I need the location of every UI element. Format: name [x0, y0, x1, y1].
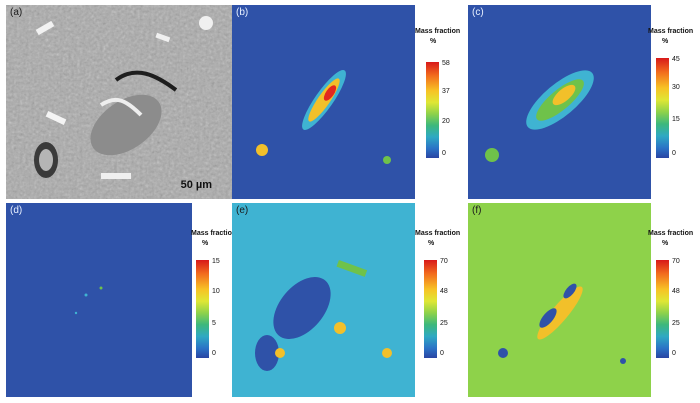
legend-d-tick: 15 [212, 258, 220, 265]
legend-c-tick: 15 [672, 116, 680, 123]
legend-b-tick: 0 [442, 150, 446, 157]
legend-f: Mass fraction % 70 48 25 0 [648, 230, 700, 370]
legend-d-colorbar [196, 260, 209, 358]
panel-e-map: (e) [232, 203, 415, 397]
legend-d-tick: 5 [212, 320, 216, 327]
legend-d: Mass fraction % 15 10 5 0 [191, 230, 237, 370]
panel-d-label: (d) [10, 205, 23, 216]
legend-f-tick: 48 [672, 288, 680, 295]
scale-bar-label: 50 µm [180, 179, 212, 191]
panel-c-label: (c) [472, 7, 484, 18]
legend-e-title: Mass fraction [415, 230, 461, 237]
element-map-e [232, 203, 415, 397]
legend-d-tick: 0 [212, 350, 216, 357]
legend-c-tick: 30 [672, 84, 680, 91]
legend-b-unit: % [430, 38, 437, 45]
legend-c-title: Mass fraction [648, 28, 694, 35]
legend-c: Mass fraction % 45 30 15 0 [648, 28, 700, 168]
legend-c-colorbar [656, 58, 669, 158]
legend-b-tick: 20 [442, 118, 450, 125]
panel-a-micrograph: (a) 50 µm [6, 5, 232, 199]
legend-b: Mass fraction % 58 37 20 0 [415, 28, 470, 168]
legend-f-tick: 0 [672, 350, 676, 357]
legend-d-unit: % [202, 240, 209, 247]
sem-image [6, 5, 232, 199]
legend-e-tick: 70 [440, 258, 448, 265]
panel-d-map: (d) [6, 203, 192, 397]
panel-c-map: (c) [468, 5, 651, 199]
legend-f-tick: 25 [672, 320, 680, 327]
legend-f-colorbar [656, 260, 669, 358]
legend-d-tick: 10 [212, 288, 220, 295]
panel-e-label: (e) [236, 205, 249, 216]
legend-c-tick: 0 [672, 150, 676, 157]
panel-b-label: (b) [236, 7, 249, 18]
legend-e-colorbar [424, 260, 437, 358]
legend-f-unit: % [662, 240, 669, 247]
element-map-f [468, 203, 651, 397]
element-map-b [232, 5, 415, 199]
legend-f-tick: 70 [672, 258, 680, 265]
legend-b-tick: 37 [442, 88, 450, 95]
panel-f-label: (f) [472, 205, 482, 216]
legend-d-title: Mass fraction [191, 230, 237, 237]
legend-b-title: Mass fraction [415, 28, 461, 35]
element-map-c [468, 5, 651, 199]
legend-e-unit: % [428, 240, 435, 247]
panel-f-map: (f) [468, 203, 651, 397]
legend-e-tick: 0 [440, 350, 444, 357]
legend-c-unit: % [662, 38, 669, 45]
legend-f-title: Mass fraction [648, 230, 694, 237]
element-map-d [6, 203, 192, 397]
legend-e-tick: 25 [440, 320, 448, 327]
legend-e: Mass fraction % 70 48 25 0 [415, 230, 468, 370]
legend-e-tick: 48 [440, 288, 448, 295]
legend-b-colorbar [426, 62, 439, 158]
legend-b-tick: 58 [442, 60, 450, 67]
legend-c-tick: 45 [672, 56, 680, 63]
panel-b-map: (b) [232, 5, 415, 199]
panel-a-label: (a) [10, 7, 23, 18]
